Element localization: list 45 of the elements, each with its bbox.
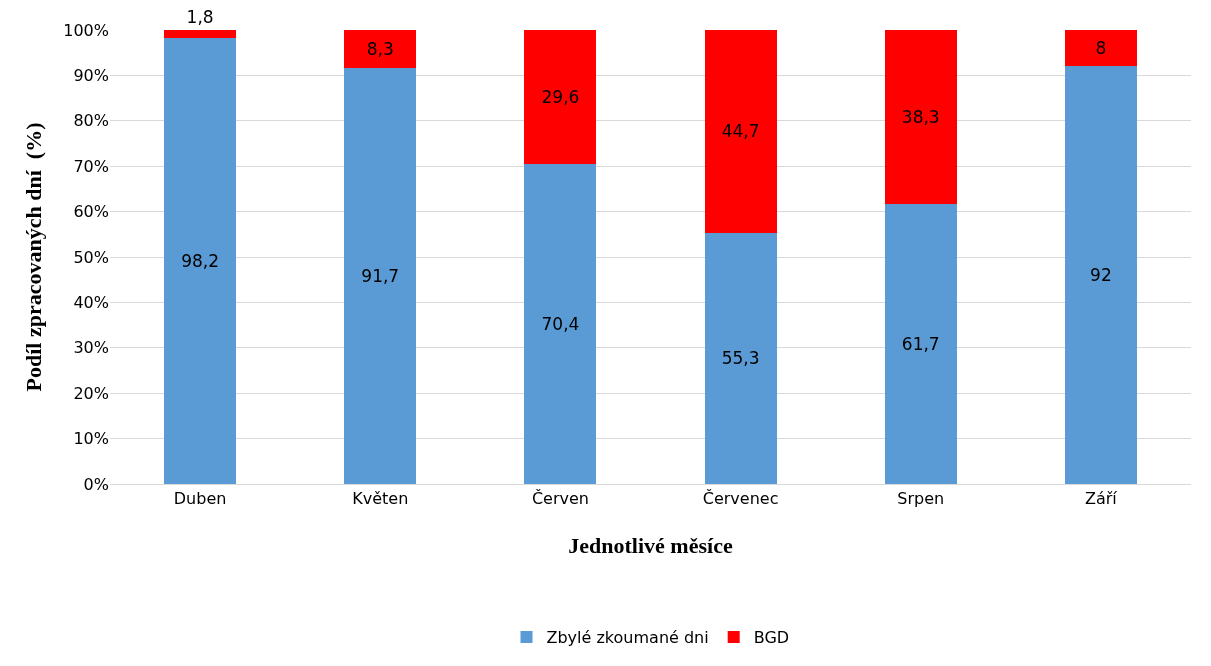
data-label: 91,7 [361, 265, 400, 286]
bar [524, 164, 597, 484]
data-label: 38,3 [901, 106, 940, 127]
y-tick-label: 20% [73, 383, 109, 403]
bar [1064, 30, 1137, 67]
legend-label: Zbylé zkoumané dni [546, 628, 709, 648]
bar [344, 67, 417, 484]
data-label: 8,3 [366, 38, 394, 59]
bar [1064, 66, 1137, 484]
y-tick-label: 30% [73, 338, 109, 358]
bar [524, 30, 597, 165]
x-tick-label: Květen [352, 489, 409, 509]
data-label: 61,7 [901, 333, 940, 354]
y-tick-label: 0% [83, 474, 109, 494]
y-tick-label: 10% [73, 429, 109, 449]
data-label: 44,7 [721, 121, 760, 142]
data-label: 29,6 [541, 87, 580, 108]
bar [164, 38, 237, 484]
data-label: 98,2 [181, 251, 220, 272]
data-label: 1,8 [186, 7, 214, 27]
bar [884, 30, 957, 204]
x-axis-title: Jednotlivé měsíce [568, 533, 733, 559]
y-tick-label: 80% [73, 111, 109, 131]
bar [164, 30, 237, 39]
bar [704, 30, 777, 233]
y-tick-label: 60% [73, 202, 109, 222]
bar [344, 30, 417, 68]
y-tick-label: 70% [73, 156, 109, 176]
y-tick-label: 50% [73, 247, 109, 267]
x-tick-label: Duben [173, 489, 227, 509]
x-tick-label: Srpen [897, 489, 945, 509]
bar [704, 232, 777, 484]
bar [884, 203, 957, 484]
x-tick-label: Červenec [702, 489, 779, 509]
legend-label: BGD [753, 628, 790, 648]
data-label: 70,4 [541, 314, 580, 335]
y-axis-title: Podíl zpracovaných dní (%) [21, 122, 47, 392]
x-tick-label: Září [1085, 489, 1118, 509]
data-label: 55,3 [721, 348, 760, 369]
data-label: 8 [1095, 38, 1107, 59]
y-tick-label: 100% [63, 20, 109, 40]
y-tick-label: 90% [73, 66, 109, 85]
x-tick-label: Červen [531, 489, 589, 509]
data-label: 92 [1090, 265, 1112, 286]
y-tick-label: 40% [73, 293, 109, 312]
